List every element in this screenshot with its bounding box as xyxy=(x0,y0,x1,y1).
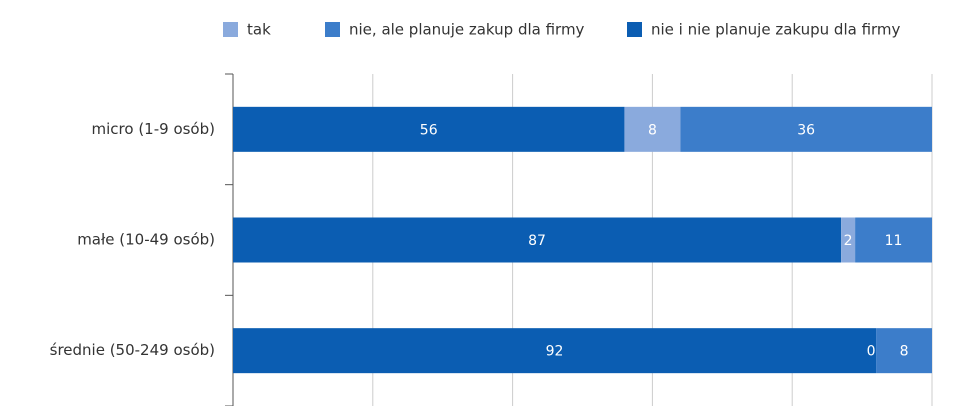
value-label: 0 xyxy=(867,344,876,360)
legend-label: tak xyxy=(247,21,271,39)
value-label: 56 xyxy=(420,122,438,138)
category-label: małe (10-49 osób) xyxy=(77,231,215,249)
bar-segment xyxy=(233,328,877,374)
legend-label: nie i nie planuje zakupu dla firmy xyxy=(651,21,901,39)
value-label: 2 xyxy=(844,233,853,249)
bar-segment xyxy=(624,106,681,152)
bar-segment xyxy=(680,106,932,152)
value-label: 92 xyxy=(546,344,564,360)
legend-label: nie, ale planuje zakup dla firmy xyxy=(349,21,585,39)
value-label: 36 xyxy=(797,122,815,138)
category-label: micro (1-9 osób) xyxy=(92,120,215,138)
value-label: 11 xyxy=(885,233,903,249)
legend-swatch xyxy=(325,22,340,37)
value-label: 8 xyxy=(648,122,657,138)
value-label: 8 xyxy=(900,344,909,360)
legend-swatch xyxy=(223,22,238,37)
bar-segment xyxy=(233,106,625,152)
value-label: 87 xyxy=(528,233,546,249)
category-label: średnie (50-249 osób) xyxy=(50,341,215,359)
bar-segment xyxy=(876,328,932,374)
bar-segment xyxy=(855,217,932,263)
legend-swatch xyxy=(627,22,642,37)
bar-segment xyxy=(841,217,856,263)
bar-segment xyxy=(233,217,842,263)
